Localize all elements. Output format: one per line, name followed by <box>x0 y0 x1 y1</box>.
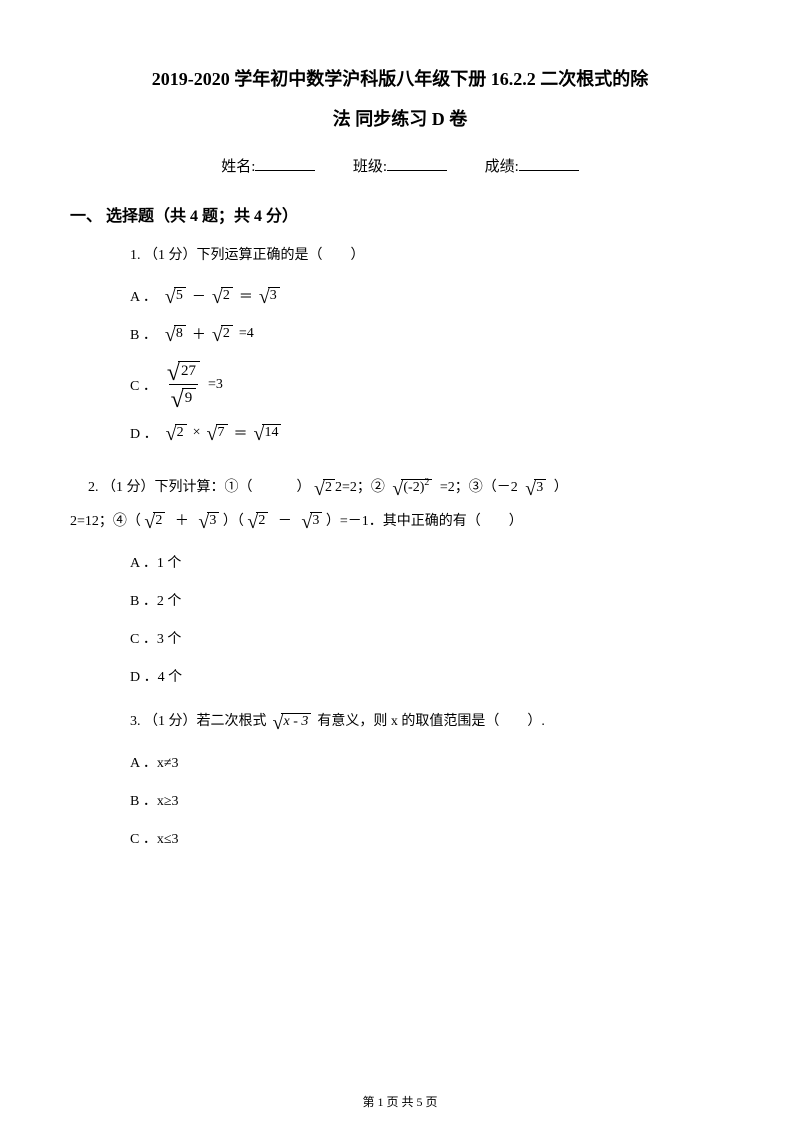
q1-option-d[interactable]: D ． √2 × √7 ＝ √14 <box>130 421 730 445</box>
sqrt-icon: √3 <box>301 511 322 531</box>
plus-op: ＋ <box>175 514 189 529</box>
q1-option-b[interactable]: B ． √8 ＋ √2 =4 <box>130 322 730 346</box>
option-label: B ． <box>130 324 157 344</box>
text-fragment: 2=12；④（ <box>70 514 141 529</box>
sqrt-icon: √7 <box>207 423 228 443</box>
sqrt-icon: √14 <box>254 423 282 443</box>
q3-stem: 3. （1 分）若二次根式 √x - 3 有意义，则 x 的取值范围是（ ）. <box>130 710 730 734</box>
option-text: B ．x≥3 <box>130 790 179 810</box>
plus-op: ＋ <box>192 324 206 344</box>
sqrt-icon: √2 <box>144 511 165 531</box>
sqrt-icon: √(-2)2 <box>392 478 432 498</box>
text-fragment: ）（ <box>223 514 244 529</box>
name-blank[interactable] <box>255 156 315 171</box>
q1-option-a[interactable]: A ． √5 － √2 ＝ √3 <box>130 284 730 308</box>
class-label: 班级: <box>353 159 387 175</box>
q2-option-c[interactable]: C ．3 个 <box>130 626 730 650</box>
option-label: C ． <box>130 375 157 395</box>
equals-rhs: =4 <box>239 326 254 342</box>
q2-stem: 2. （1 分）下列计算：①（） √22=2；② √(-2)2 =2；③（－2 … <box>70 471 730 538</box>
sqrt-icon: √2 <box>247 511 268 531</box>
student-info-line: 姓名: 班级: 成绩: <box>70 155 730 176</box>
score-label: 成绩: <box>485 159 519 175</box>
title-line-2: 法 同步练习 D 卷 <box>70 100 730 140</box>
q1-option-c[interactable]: C ． √27 √9 =3 <box>130 360 730 411</box>
q1-stem: 1. （1 分）下列运算正确的是（ ） <box>130 244 730 268</box>
score-blank[interactable] <box>519 156 579 171</box>
page: 2019-2020 学年初中数学沪科版八年级下册 16.2.2 二次根式的除 法… <box>0 0 800 1132</box>
text-fragment: 有意义，则 x 的取值范围是（ ）. <box>317 710 545 734</box>
minus-op: － <box>278 514 292 529</box>
class-blank[interactable] <box>387 156 447 171</box>
minus-op: － <box>192 286 206 306</box>
option-text: A ．x≠3 <box>130 752 179 772</box>
q2-option-d[interactable]: D ．4 个 <box>130 664 730 688</box>
sqrt-icon: √8 <box>165 324 186 344</box>
sqrt-icon: √5 <box>165 286 186 306</box>
fraction: √27 √9 <box>165 360 202 411</box>
option-label: A ． <box>130 286 157 306</box>
sqrt-icon: √3 <box>525 478 546 498</box>
text-fragment: 3. （1 分）若二次根式 <box>130 710 267 734</box>
sqrt-icon: √2 <box>166 423 187 443</box>
text-fragment: =2；③（－2 <box>440 480 518 495</box>
q2-option-a[interactable]: A ．1 个 <box>130 550 730 574</box>
text-fragment: ）=－1．其中正确的有（ ） <box>326 514 523 529</box>
times-op: × <box>193 425 201 441</box>
title-line-1: 2019-2020 学年初中数学沪科版八年级下册 16.2.2 二次根式的除 <box>70 60 730 100</box>
sqrt-icon: √x - 3 <box>273 712 312 732</box>
q3-option-b[interactable]: B ．x≥3 <box>130 788 730 812</box>
equals-op: ＝ <box>239 286 253 306</box>
option-text: D ．4 个 <box>130 666 182 686</box>
sqrt-icon: √2 <box>212 286 233 306</box>
text-fragment: ） <box>297 480 311 495</box>
option-text: A ．1 个 <box>130 552 181 572</box>
sqrt-icon: √2 <box>314 478 335 498</box>
text-fragment: 2=2；② <box>335 480 385 495</box>
section-1-title: 一、 选择题（共 4 题；共 4 分） <box>70 202 730 226</box>
text-fragment: 2. （1 分）下列计算：①（ <box>88 480 253 495</box>
text-fragment: ） <box>554 480 568 495</box>
q2-option-b[interactable]: B ．2 个 <box>130 588 730 612</box>
q3-option-a[interactable]: A ．x≠3 <box>130 750 730 774</box>
name-label: 姓名: <box>221 159 255 175</box>
sqrt-icon: √3 <box>198 511 219 531</box>
equals-op: ＝ <box>234 423 248 443</box>
option-text: B ．2 个 <box>130 590 181 610</box>
sqrt-icon: √2 <box>212 324 233 344</box>
page-footer: 第 1 页 共 5 页 <box>0 1093 800 1110</box>
q3-option-c[interactable]: C ．x≤3 <box>130 826 730 850</box>
equals-rhs: =3 <box>208 377 223 393</box>
option-label: D ． <box>130 423 158 443</box>
option-text: C ．x≤3 <box>130 828 179 848</box>
option-text: C ．3 个 <box>130 628 181 648</box>
sqrt-icon: √3 <box>259 286 280 306</box>
